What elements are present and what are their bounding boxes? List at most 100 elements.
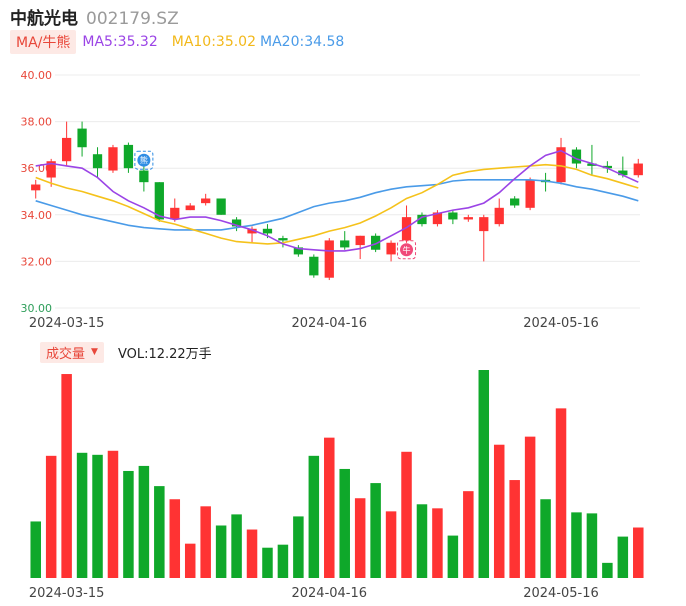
candle-body (278, 238, 288, 241)
price-date-label: 2024-03-15 (29, 316, 105, 331)
candle-body (154, 182, 164, 220)
candle-body (432, 212, 443, 225)
price-tick-label: 30.00 (21, 302, 53, 315)
candle-body (602, 165, 613, 169)
candle-body (494, 207, 504, 225)
volume-bar (76, 452, 88, 578)
candle-body (556, 147, 566, 183)
volume-bar (92, 454, 103, 578)
volume-date-label: 2024-04-16 (291, 586, 367, 601)
ma5-line (35, 149, 639, 252)
candle-body (324, 240, 334, 278)
volume-bar (246, 529, 258, 578)
candle-body (216, 198, 226, 215)
candle-body (633, 163, 643, 176)
volume-bar (633, 527, 644, 578)
volume-bar (293, 516, 304, 578)
candle-body (31, 184, 41, 191)
ma5-value: MA5:35.32 (82, 34, 158, 50)
candle-body (92, 154, 103, 169)
volume-bar (30, 521, 41, 578)
volume-bar (184, 543, 196, 578)
candle-body (618, 170, 628, 176)
volume-bar (308, 455, 320, 578)
candle-body (46, 161, 56, 178)
stock-header: 中航光电 002179.SZ (10, 4, 179, 29)
volume-date-label: 2024-03-15 (29, 586, 105, 601)
volume-bar (277, 544, 289, 578)
candle-body (370, 235, 381, 250)
candle-body (510, 198, 520, 206)
candle-body (587, 163, 597, 166)
volume-bar (478, 370, 490, 578)
candle-body (355, 235, 365, 246)
volume-indicator-label: 成交量 (46, 346, 86, 362)
volume-bar (107, 450, 119, 578)
candle-body (247, 228, 257, 234)
ma10-line (35, 163, 639, 245)
ma-indicator-toggle[interactable]: MA/牛熊 (10, 30, 77, 54)
price-tick-label: 36.00 (21, 162, 53, 175)
candle-body (417, 214, 427, 225)
stock-code: 002179.SZ (86, 9, 179, 29)
volume-value: VOL:12.22万手 (117, 346, 212, 362)
dropdown-triangle-icon: ▼ (91, 347, 98, 357)
candle-body (77, 128, 87, 148)
volume-bar (571, 512, 582, 578)
signal-marker-label: 熊 (140, 155, 148, 165)
ma-legend: MA/牛熊 MA5:35.32 MA10:35.02 MA20:34.58 (10, 30, 344, 54)
volume-bar (401, 451, 412, 578)
candle-body (139, 170, 149, 183)
price-tick-label: 32.00 (21, 255, 53, 268)
volume-bar (555, 408, 567, 578)
price-date-label: 2024-04-16 (291, 316, 367, 331)
volume-bar (45, 455, 57, 578)
volume-bar (602, 562, 613, 578)
volume-bar (154, 486, 165, 578)
volume-bar (262, 547, 273, 578)
volume-bar (169, 499, 181, 578)
stock-name: 中航光电 (10, 9, 78, 29)
signal-marker-label: 牛 (403, 245, 411, 255)
candle-body (309, 256, 319, 276)
volume-bar (61, 374, 72, 578)
volume-bar (524, 436, 536, 578)
signal-marker-icon (400, 243, 414, 257)
volume-date-label: 2024-05-16 (523, 586, 599, 601)
price-tick-label: 40.00 (21, 69, 53, 82)
volume-bar (324, 437, 335, 578)
volume-bar (509, 480, 520, 578)
price-date-label: 2024-05-16 (523, 316, 599, 331)
signal-marker-frame (134, 150, 154, 170)
candle-body (525, 179, 535, 208)
volume-bar (463, 491, 474, 578)
candle-body (401, 217, 412, 241)
candle-body (185, 205, 195, 211)
volume-bar (447, 535, 459, 578)
candle-body (448, 212, 458, 220)
candle-body (479, 217, 489, 232)
signal-marker-icon (137, 153, 151, 167)
volume-bar (586, 513, 598, 578)
volume-bar (493, 444, 505, 578)
volume-bar (432, 508, 443, 578)
candle-body (571, 149, 582, 164)
ma20-value: MA20:34.58 (260, 34, 345, 50)
volume-bar (354, 498, 366, 578)
volume-bar (339, 468, 350, 578)
candle-body (293, 247, 304, 255)
candle-body (231, 219, 242, 227)
price-tick-label: 38.00 (21, 116, 53, 129)
volume-indicator-dropdown[interactable]: 成交量 ▼ (40, 341, 104, 363)
volume-bar (617, 536, 629, 578)
candle-body (123, 144, 134, 169)
ma10-value: MA10:35.02 (171, 34, 257, 50)
volume-bar (416, 504, 428, 578)
volume-bar (138, 465, 150, 578)
volume-bar (200, 506, 211, 578)
volume-bar (215, 525, 227, 578)
ma20-line (35, 179, 639, 231)
candle-body (108, 147, 118, 171)
candle-body (201, 198, 211, 204)
